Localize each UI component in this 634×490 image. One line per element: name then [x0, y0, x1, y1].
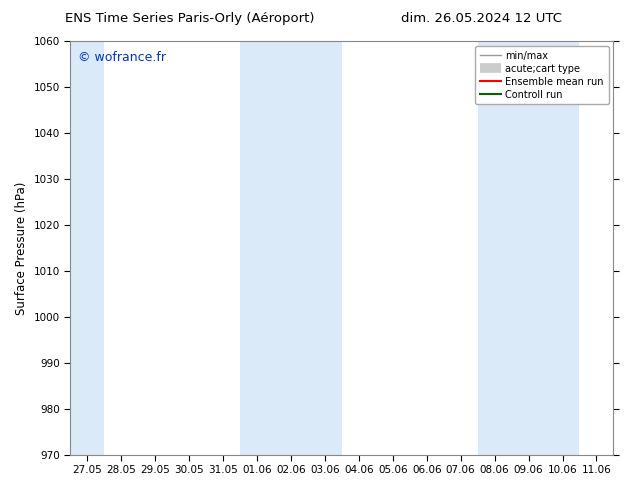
Y-axis label: Surface Pressure (hPa): Surface Pressure (hPa) [15, 181, 28, 315]
Legend: min/max, acute;cart type, Ensemble mean run, Controll run: min/max, acute;cart type, Ensemble mean … [475, 46, 609, 104]
Text: dim. 26.05.2024 12 UTC: dim. 26.05.2024 12 UTC [401, 12, 562, 25]
Text: ENS Time Series Paris-Orly (Aéroport): ENS Time Series Paris-Orly (Aéroport) [65, 12, 315, 25]
Bar [477, 41, 579, 455]
Bar [240, 41, 342, 455]
Text: © wofrance.fr: © wofrance.fr [79, 51, 166, 64]
Bar [70, 41, 104, 455]
